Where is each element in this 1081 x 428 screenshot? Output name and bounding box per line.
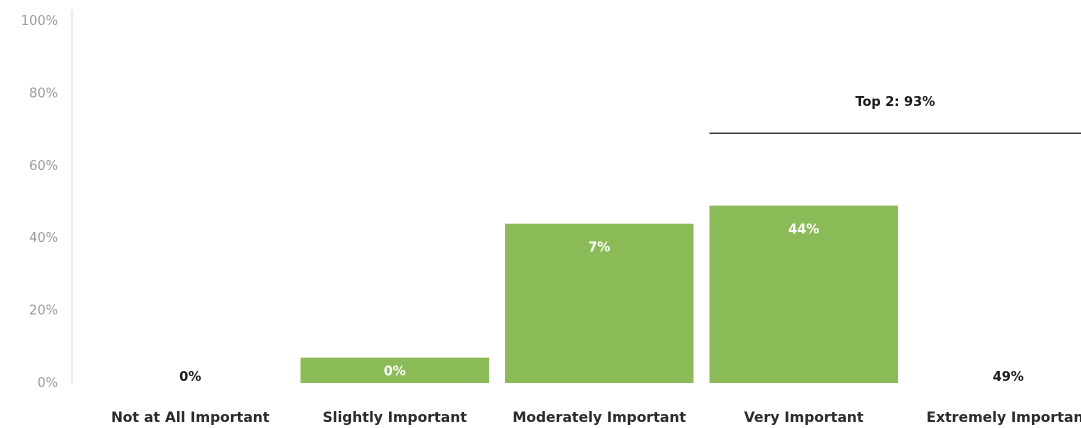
y-tick-label: 100%: [21, 14, 58, 29]
y-tick-label: 40%: [29, 231, 58, 246]
y-axis: 0% 20% 40% 60% 80% 100%: [21, 10, 73, 391]
data-label: 49%: [993, 370, 1024, 385]
data-label: 44%: [788, 223, 819, 238]
top2-annotation: Top 2: 93%: [709, 95, 1081, 134]
data-label: 7%: [588, 241, 610, 256]
category-labels: Not at All Important Slightly Important Mo…: [111, 410, 1081, 426]
category-label: Very Important: [744, 410, 864, 426]
bar: [505, 223, 694, 383]
y-tick-label: 0%: [37, 376, 58, 391]
data-label: 0%: [384, 364, 406, 379]
data-label: 0%: [179, 370, 201, 385]
category-label: Not at All Important: [111, 410, 270, 426]
bar: [709, 205, 898, 383]
top2-label: Top 2: 93%: [855, 95, 935, 110]
category-label: Extremely Important: [926, 410, 1081, 426]
bar: [300, 357, 489, 383]
y-tick-label: 20%: [29, 304, 58, 319]
bars: 0% 0% 7% 44% 49%: [179, 205, 1024, 385]
y-tick-label: 60%: [29, 159, 58, 174]
category-label: Slightly Important: [323, 410, 468, 426]
category-label: Moderately Important: [512, 410, 686, 426]
y-tick-label: 80%: [29, 86, 58, 101]
